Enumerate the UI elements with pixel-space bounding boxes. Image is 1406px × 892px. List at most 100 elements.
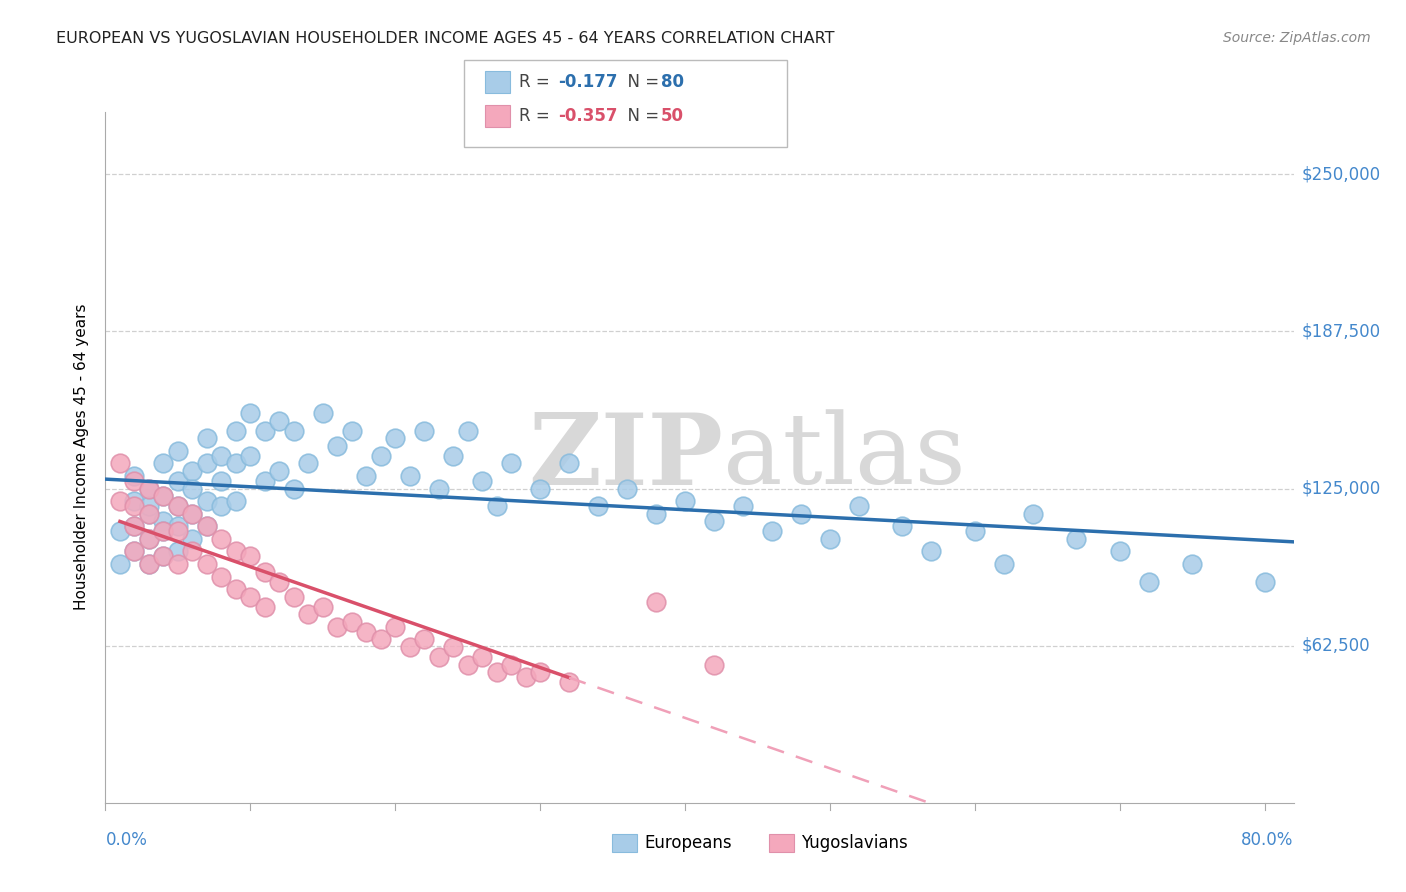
Point xyxy=(152,489,174,503)
Point xyxy=(124,519,146,533)
Point xyxy=(645,507,668,521)
Point xyxy=(501,657,523,672)
Text: 80.0%: 80.0% xyxy=(1241,831,1294,849)
Point xyxy=(195,519,218,533)
Point xyxy=(297,457,319,471)
Point xyxy=(167,519,190,533)
Point xyxy=(138,557,160,571)
Text: $187,500: $187,500 xyxy=(1302,323,1381,341)
Point xyxy=(152,524,174,539)
Point xyxy=(195,519,218,533)
Point xyxy=(413,632,436,647)
Point xyxy=(1137,574,1160,589)
Point xyxy=(167,474,190,488)
Point xyxy=(152,514,174,528)
Text: 80: 80 xyxy=(661,73,683,91)
Point xyxy=(963,524,986,539)
Point xyxy=(138,507,160,521)
Text: $62,500: $62,500 xyxy=(1302,637,1371,655)
Text: N =: N = xyxy=(617,107,665,125)
Point xyxy=(138,482,160,496)
Point xyxy=(283,424,305,438)
Point xyxy=(413,424,436,438)
Point xyxy=(312,599,335,614)
Text: 0.0%: 0.0% xyxy=(105,831,148,849)
Point xyxy=(441,640,464,654)
Point xyxy=(818,532,841,546)
Text: 50: 50 xyxy=(661,107,683,125)
Point xyxy=(239,549,262,564)
Point xyxy=(558,457,581,471)
Y-axis label: Householder Income Ages 45 - 64 years: Householder Income Ages 45 - 64 years xyxy=(75,304,90,610)
Point xyxy=(239,406,262,420)
Point xyxy=(253,565,276,579)
Point xyxy=(398,469,420,483)
Point xyxy=(586,499,609,513)
Point xyxy=(283,590,305,604)
Text: -0.357: -0.357 xyxy=(558,107,617,125)
Text: Yugoslavians: Yugoslavians xyxy=(801,834,908,852)
Point xyxy=(558,675,581,690)
Point xyxy=(515,670,537,684)
Point xyxy=(225,544,247,558)
Point xyxy=(124,474,146,488)
Point xyxy=(340,615,363,629)
Point xyxy=(384,431,406,445)
Point xyxy=(1108,544,1130,558)
Point xyxy=(167,499,190,513)
Point xyxy=(471,650,494,665)
Point xyxy=(253,599,276,614)
Point xyxy=(993,557,1015,571)
Point xyxy=(209,532,232,546)
Point xyxy=(283,482,305,496)
Point xyxy=(209,499,232,513)
Point xyxy=(108,557,131,571)
Point xyxy=(195,457,218,471)
Point xyxy=(731,499,754,513)
Text: $250,000: $250,000 xyxy=(1302,165,1381,184)
Point xyxy=(501,457,523,471)
Point xyxy=(1022,507,1045,521)
Point xyxy=(471,474,494,488)
Point xyxy=(167,557,190,571)
Text: atlas: atlas xyxy=(723,409,966,505)
Point xyxy=(340,424,363,438)
Point xyxy=(427,650,450,665)
Point xyxy=(790,507,813,521)
Point xyxy=(761,524,783,539)
Point xyxy=(253,474,276,488)
Point xyxy=(354,469,377,483)
Point xyxy=(138,499,160,513)
Point xyxy=(152,524,174,539)
Point xyxy=(1181,557,1204,571)
Point xyxy=(209,449,232,463)
Text: ZIP: ZIP xyxy=(529,409,723,506)
Text: R =: R = xyxy=(519,73,555,91)
Point xyxy=(485,499,508,513)
Point xyxy=(225,457,247,471)
Point xyxy=(269,574,291,589)
Point xyxy=(225,582,247,596)
Point xyxy=(326,620,349,634)
Point xyxy=(529,665,551,679)
Point xyxy=(616,482,638,496)
Point xyxy=(152,489,174,503)
Point xyxy=(138,532,160,546)
Point xyxy=(108,524,131,539)
Point xyxy=(124,499,146,513)
Point xyxy=(239,590,262,604)
Point xyxy=(181,507,204,521)
Point xyxy=(225,424,247,438)
Point xyxy=(195,494,218,508)
Point xyxy=(239,449,262,463)
Point xyxy=(225,494,247,508)
Point xyxy=(181,507,204,521)
Point xyxy=(398,640,420,654)
Point xyxy=(427,482,450,496)
Point xyxy=(195,431,218,445)
Point xyxy=(1064,532,1087,546)
Point xyxy=(167,524,190,539)
Point xyxy=(1253,574,1275,589)
Point xyxy=(181,544,204,558)
Text: R =: R = xyxy=(519,107,555,125)
